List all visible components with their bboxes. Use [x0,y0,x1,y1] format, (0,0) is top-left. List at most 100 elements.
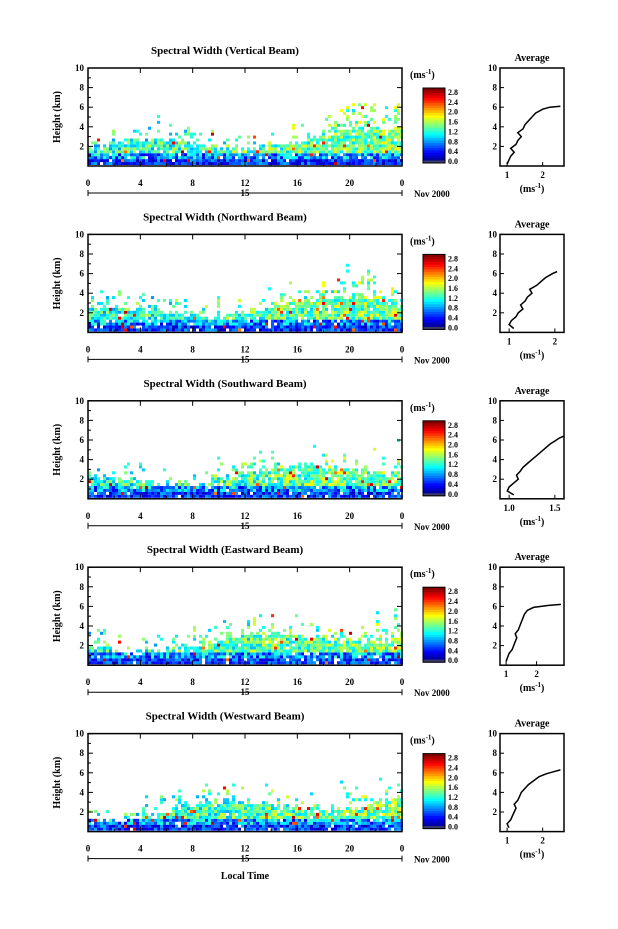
heatmap-cell [133,162,136,166]
heatmap-cell [367,646,370,650]
heatmap-cell [163,319,166,323]
heatmap-cell [112,141,115,145]
heatmap-cell [199,486,202,489]
heatmap-cell [88,316,91,320]
heatmap-cell [304,301,307,305]
heatmap-cell [325,290,328,294]
heatmap-cell [277,801,280,805]
heatmap-cell [367,821,370,825]
heatmap-cell [190,827,193,831]
heatmap-cell [319,159,322,163]
heatmap-cell [370,821,373,825]
heatmap-cell [250,804,253,808]
heatmap-cell [226,789,229,793]
heatmap-cell [274,652,277,656]
heatmap-cell [202,809,205,813]
colorbar-step [423,453,445,457]
heatmap-cell [223,640,226,644]
heatmap-cell [208,649,211,653]
heatmap-cell [175,491,178,495]
heatmap-cell [322,138,325,142]
heatmap-cell [217,488,220,492]
heatmap-cell [274,491,277,495]
heatmap-cell [163,162,166,166]
heatmap-cell [292,646,295,650]
heatmap-cell [349,649,352,653]
heatmap-cell [196,488,199,492]
heatmap-cell [274,468,277,472]
heatmap-cell [346,795,349,799]
heatmap-cell [163,818,166,822]
heatmap-cell [199,328,202,332]
heatmap-cell [361,325,364,329]
heatmap-cell [334,815,337,819]
heatmap-cell [205,304,208,308]
heatmap-cell [301,153,304,157]
heatmap-cell [277,462,280,466]
heatmap-cell [229,319,232,323]
heatmap-cell [379,296,382,300]
heatmap-cell [181,322,184,326]
heatmap-cell [379,162,382,166]
heatmap-cell [220,480,223,484]
heatmap-cell [346,815,349,819]
avg-y-tick-label: 10 [488,63,498,73]
average-frame [499,400,565,500]
heatmap-cell [187,818,190,822]
heatmap-cell [322,824,325,828]
heatmap-cell [151,307,154,311]
heatmap-cell [316,655,319,659]
heatmap-cell [235,488,238,492]
heatmap-cell [310,649,313,653]
heatmap-cell [394,162,397,166]
heatmap-cell [169,812,172,816]
heatmap-cell [376,480,379,484]
heatmap-cell [106,661,109,665]
heatmap-cell [373,281,376,285]
colorbar-step [423,115,445,119]
heatmap-cell [310,138,313,142]
heatmap-cell [382,824,385,828]
heatmap-cell [124,824,127,828]
heatmap-cell [172,150,175,154]
heatmap-cell [199,488,202,492]
heatmap-cell [265,658,268,662]
heatmap-cell [277,649,280,653]
heatmap-cell [106,299,109,303]
heatmap-cell [382,486,385,489]
heatmap-cell [247,812,250,816]
heatmap-cell [226,658,229,662]
heatmap-cell [88,631,91,635]
day-label: 15 [241,354,251,364]
heatmap-cell [277,159,280,163]
heatmap-cell [343,123,346,127]
heatmap-cell [139,322,142,326]
heatmap-cell [334,486,337,489]
heatmap-cell [349,325,352,329]
heatmap-cell [208,494,211,498]
heatmap-cell [262,459,265,463]
heatmap-cell [298,821,301,825]
heatmap-cell [283,483,286,487]
heatmap-cell [322,310,325,314]
heatmap-cell [100,491,103,495]
heatmap-cell [271,150,274,154]
heatmap-cell [250,313,253,317]
colorbar-tick-label: 0.0 [448,323,458,332]
heatmap-cell [112,325,115,329]
colorbar-step [423,123,445,126]
heatmap-cell [142,325,145,329]
heatmap-cell [304,468,307,472]
heatmap-cell [244,159,247,163]
heatmap-cell [343,307,346,311]
heatmap-cell [118,634,121,638]
heatmap-cell [358,480,361,484]
heatmap-cell [328,643,331,647]
heatmap-cell [397,103,400,107]
heatmap-cell [232,821,235,825]
heatmap-cell [196,144,199,148]
heatmap-cell [367,488,370,492]
heatmap-cell [229,640,232,644]
heatmap-cell [325,462,328,466]
heatmap-cell [169,316,172,320]
